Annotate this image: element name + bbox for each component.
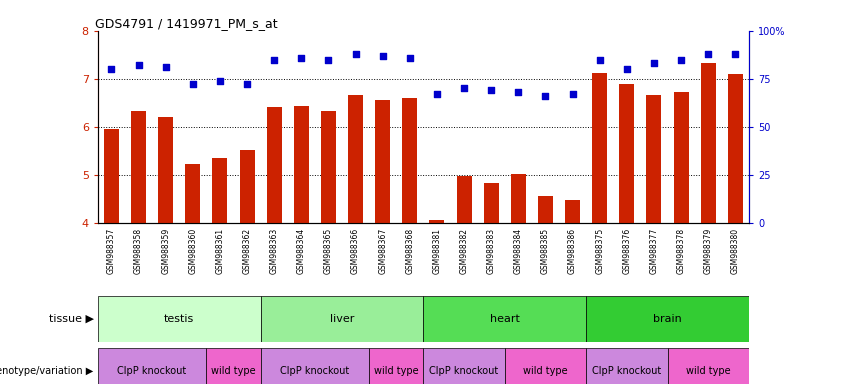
Text: GSM988379: GSM988379: [704, 228, 712, 274]
Bar: [728, 74, 743, 223]
Bar: [700, 63, 716, 223]
Bar: [348, 94, 363, 223]
Bar: [620, 84, 634, 223]
Text: wild type: wild type: [374, 366, 419, 376]
Text: GSM988384: GSM988384: [514, 228, 523, 274]
Bar: [266, 107, 282, 223]
Point: [322, 56, 335, 63]
Text: wild type: wild type: [211, 366, 256, 376]
Bar: [424, 296, 586, 342]
Bar: [667, 348, 749, 384]
Text: brain: brain: [653, 314, 682, 324]
Bar: [369, 348, 424, 384]
Point: [484, 87, 498, 93]
Bar: [586, 348, 667, 384]
Bar: [505, 348, 586, 384]
Text: wild type: wild type: [523, 366, 568, 376]
Text: GSM988366: GSM988366: [351, 228, 360, 274]
Bar: [240, 150, 254, 223]
Point: [647, 60, 660, 66]
Bar: [586, 296, 749, 342]
Bar: [321, 111, 336, 223]
Bar: [424, 348, 505, 384]
Point: [674, 56, 688, 63]
Point: [701, 51, 715, 57]
Text: GSM988385: GSM988385: [541, 228, 550, 274]
Text: liver: liver: [330, 314, 354, 324]
Text: GSM988360: GSM988360: [188, 228, 197, 274]
Text: GSM988361: GSM988361: [215, 228, 225, 274]
Text: ClpP knockout: ClpP knockout: [117, 366, 186, 376]
Text: GSM988357: GSM988357: [107, 228, 116, 274]
Point: [132, 62, 146, 68]
Point: [539, 93, 552, 99]
Bar: [260, 348, 369, 384]
Text: GSM988364: GSM988364: [297, 228, 306, 274]
Bar: [158, 117, 173, 223]
Point: [511, 89, 525, 95]
Bar: [98, 296, 260, 342]
Text: GSM988368: GSM988368: [405, 228, 414, 274]
Point: [457, 85, 471, 91]
Point: [349, 51, 363, 57]
Point: [566, 91, 580, 97]
Text: GSM988362: GSM988362: [243, 228, 252, 274]
Text: testis: testis: [164, 314, 194, 324]
Text: GSM988358: GSM988358: [134, 228, 143, 274]
Bar: [98, 348, 206, 384]
Bar: [511, 174, 526, 223]
Text: GSM988365: GSM988365: [324, 228, 333, 274]
Text: GSM988363: GSM988363: [270, 228, 278, 274]
Text: tissue ▶: tissue ▶: [49, 314, 94, 324]
Bar: [592, 73, 607, 223]
Text: GSM988383: GSM988383: [487, 228, 495, 274]
Text: GSM988375: GSM988375: [595, 228, 604, 274]
Text: GSM988378: GSM988378: [677, 228, 686, 274]
Point: [403, 55, 417, 61]
Bar: [457, 176, 471, 223]
Point: [105, 66, 118, 72]
Text: GSM988381: GSM988381: [432, 228, 442, 274]
Point: [376, 53, 390, 59]
Point: [213, 78, 226, 84]
Point: [186, 81, 200, 88]
Text: genotype/variation ▶: genotype/variation ▶: [0, 366, 94, 376]
Point: [159, 64, 173, 70]
Text: GSM988386: GSM988386: [568, 228, 577, 274]
Text: ClpP knockout: ClpP knockout: [280, 366, 350, 376]
Bar: [538, 196, 553, 223]
Text: ClpP knockout: ClpP knockout: [430, 366, 499, 376]
Text: GSM988382: GSM988382: [460, 228, 469, 274]
Text: GSM988380: GSM988380: [731, 228, 740, 274]
Bar: [403, 98, 417, 223]
Bar: [674, 92, 688, 223]
Text: GSM988376: GSM988376: [622, 228, 631, 274]
Point: [728, 51, 742, 57]
Text: GSM988377: GSM988377: [649, 228, 659, 274]
Bar: [565, 200, 580, 223]
Text: GSM988359: GSM988359: [161, 228, 170, 274]
Text: GDS4791 / 1419971_PM_s_at: GDS4791 / 1419971_PM_s_at: [94, 17, 277, 30]
Bar: [213, 158, 227, 223]
Bar: [104, 129, 119, 223]
Point: [620, 66, 634, 72]
Bar: [131, 111, 146, 223]
Bar: [186, 164, 200, 223]
Point: [240, 81, 254, 88]
Bar: [206, 348, 260, 384]
Text: wild type: wild type: [686, 366, 730, 376]
Point: [294, 55, 308, 61]
Bar: [260, 296, 423, 342]
Bar: [430, 220, 444, 223]
Text: GSM988367: GSM988367: [378, 228, 387, 274]
Point: [267, 56, 281, 63]
Point: [593, 56, 607, 63]
Bar: [647, 94, 661, 223]
Point: [430, 91, 443, 97]
Bar: [294, 106, 309, 223]
Bar: [375, 100, 390, 223]
Text: heart: heart: [490, 314, 520, 324]
Text: ClpP knockout: ClpP knockout: [592, 366, 661, 376]
Bar: [483, 184, 499, 223]
